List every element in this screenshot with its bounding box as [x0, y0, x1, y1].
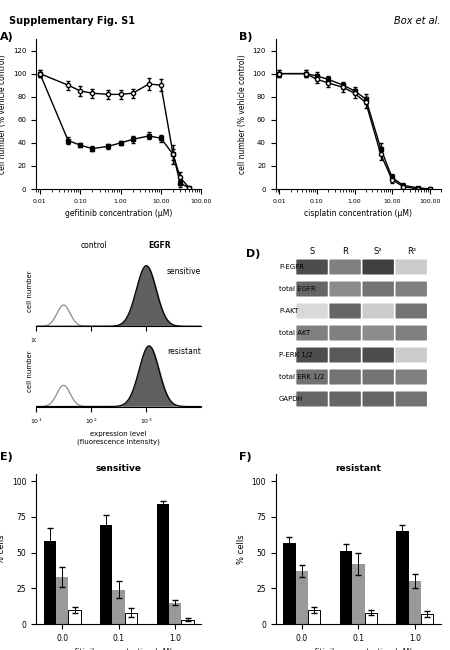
- Text: B): B): [239, 31, 253, 42]
- Y-axis label: cell number (% vehicle control): cell number (% vehicle control): [238, 54, 247, 174]
- FancyBboxPatch shape: [363, 304, 394, 318]
- FancyBboxPatch shape: [329, 259, 361, 274]
- Text: A): A): [0, 31, 14, 42]
- FancyBboxPatch shape: [363, 326, 394, 341]
- Text: E): E): [0, 452, 13, 461]
- X-axis label: expression level
(fluorescence intensity): expression level (fluorescence intensity…: [77, 431, 160, 445]
- Bar: [181, 619, 194, 624]
- Bar: [169, 603, 181, 624]
- Y-axis label: cell number: cell number: [27, 351, 33, 393]
- FancyBboxPatch shape: [329, 369, 361, 385]
- Text: S²: S²: [374, 248, 382, 257]
- FancyBboxPatch shape: [297, 259, 328, 274]
- Text: Box et al.: Box et al.: [395, 16, 441, 26]
- Bar: [364, 612, 377, 624]
- FancyBboxPatch shape: [396, 369, 427, 385]
- FancyBboxPatch shape: [396, 391, 427, 406]
- X-axis label: gefitinib concentration (μM): gefitinib concentration (μM): [305, 648, 412, 650]
- FancyBboxPatch shape: [297, 326, 328, 341]
- Bar: [112, 590, 125, 624]
- Bar: [396, 531, 409, 624]
- Text: control: control: [81, 241, 107, 250]
- Bar: [421, 614, 433, 624]
- FancyBboxPatch shape: [297, 281, 328, 296]
- FancyBboxPatch shape: [363, 281, 394, 296]
- Text: total EGFR: total EGFR: [279, 286, 316, 292]
- Text: P-EGFR: P-EGFR: [279, 264, 304, 270]
- Bar: [44, 541, 56, 624]
- FancyBboxPatch shape: [396, 326, 427, 341]
- Text: R: R: [342, 248, 348, 257]
- FancyBboxPatch shape: [329, 281, 361, 296]
- Text: total AKT: total AKT: [279, 330, 310, 336]
- FancyBboxPatch shape: [396, 259, 427, 274]
- FancyBboxPatch shape: [297, 369, 328, 385]
- Bar: [157, 504, 169, 624]
- X-axis label: gefitinib concentration (μM): gefitinib concentration (μM): [65, 209, 172, 218]
- Text: sensitive: sensitive: [167, 267, 201, 276]
- Text: Supplementary Fig. S1: Supplementary Fig. S1: [9, 16, 135, 26]
- Text: total ERK 1/2: total ERK 1/2: [279, 374, 324, 380]
- X-axis label: cisplatin concentration (μM): cisplatin concentration (μM): [304, 209, 412, 218]
- Text: EGFR: EGFR: [148, 241, 171, 250]
- Y-axis label: cell number: cell number: [27, 270, 33, 312]
- Title: sensitive: sensitive: [96, 464, 142, 473]
- FancyBboxPatch shape: [396, 281, 427, 296]
- Bar: [283, 543, 296, 624]
- Bar: [56, 577, 68, 624]
- Bar: [100, 525, 112, 624]
- Y-axis label: % cells: % cells: [0, 534, 6, 564]
- Text: resistant: resistant: [167, 347, 201, 356]
- FancyBboxPatch shape: [329, 304, 361, 318]
- Text: S: S: [310, 248, 315, 257]
- Bar: [409, 581, 421, 624]
- Bar: [68, 610, 81, 624]
- Y-axis label: cell number (% vehicle control): cell number (% vehicle control): [0, 54, 7, 174]
- Bar: [308, 610, 320, 624]
- Bar: [340, 551, 352, 624]
- FancyBboxPatch shape: [363, 391, 394, 406]
- Text: R²: R²: [407, 248, 416, 257]
- Text: D): D): [246, 249, 260, 259]
- FancyBboxPatch shape: [329, 348, 361, 363]
- FancyBboxPatch shape: [297, 304, 328, 318]
- FancyBboxPatch shape: [396, 304, 427, 318]
- FancyBboxPatch shape: [297, 348, 328, 363]
- FancyBboxPatch shape: [329, 391, 361, 406]
- FancyBboxPatch shape: [363, 348, 394, 363]
- Text: GAPDH: GAPDH: [279, 396, 304, 402]
- Y-axis label: % cells: % cells: [237, 534, 246, 564]
- X-axis label: gefitinib concentration (μM): gefitinib concentration (μM): [65, 648, 172, 650]
- Text: P-ERK 1/2: P-ERK 1/2: [279, 352, 313, 358]
- Bar: [296, 571, 308, 624]
- FancyBboxPatch shape: [363, 369, 394, 385]
- FancyBboxPatch shape: [297, 391, 328, 406]
- Bar: [125, 612, 137, 624]
- Bar: [352, 564, 365, 624]
- Text: F): F): [239, 452, 252, 461]
- FancyBboxPatch shape: [329, 326, 361, 341]
- FancyBboxPatch shape: [363, 259, 394, 274]
- Title: resistant: resistant: [335, 464, 381, 473]
- FancyBboxPatch shape: [396, 348, 427, 363]
- Text: P-AKT: P-AKT: [279, 308, 298, 314]
